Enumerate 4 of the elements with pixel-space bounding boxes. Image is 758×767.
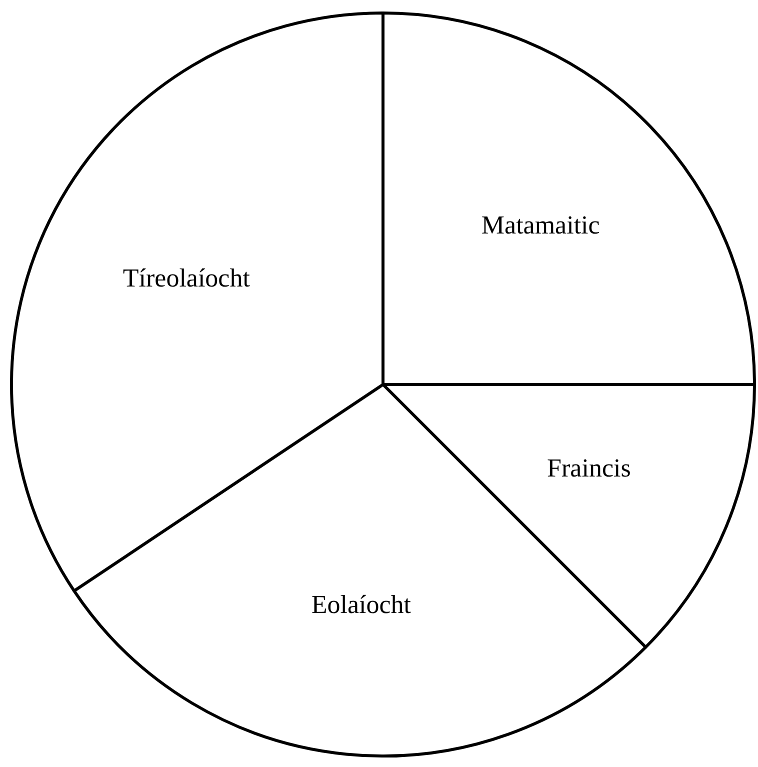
slice-label: Tíreolaíocht	[122, 263, 251, 292]
slice-label: Eolaíocht	[311, 590, 412, 620]
slice-label: Fraincis	[547, 454, 631, 483]
slice-label: Matamaitic	[481, 210, 600, 240]
